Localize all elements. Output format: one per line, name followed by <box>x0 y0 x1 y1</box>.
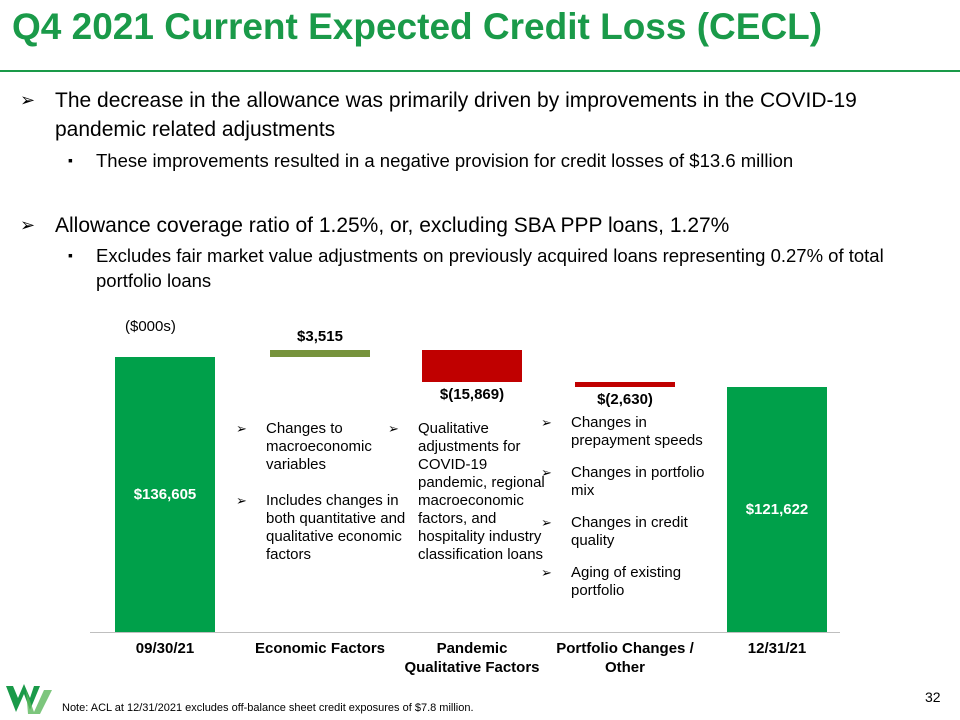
category-label: Portfolio Changes / Other <box>556 640 694 676</box>
value-label: $136,605 <box>133 485 197 503</box>
page-number: 32 <box>925 689 941 705</box>
annotation: Changes to macroeconomic variables <box>236 420 406 474</box>
logo <box>6 684 52 714</box>
value-label: $121,622 <box>745 500 809 518</box>
footnote: Note: ACL at 12/31/2021 excludes off-bal… <box>62 702 474 714</box>
bar <box>575 381 675 388</box>
unit-label: ($000s) <box>125 318 176 335</box>
category-label: Pandemic Qualitative Factors <box>404 640 540 676</box>
category-label: Economic Factors <box>254 640 386 657</box>
title-rule <box>0 70 960 72</box>
category-label: 12/31/21 <box>747 640 807 657</box>
annotation: Includes changes in both quantitative an… <box>236 492 406 564</box>
bar <box>115 357 215 632</box>
value-label: $(2,630) <box>597 391 653 409</box>
bullet: Allowance coverage ratio of 1.25%, or, e… <box>20 211 935 240</box>
annotation: Changes in credit quality <box>541 514 711 550</box>
value-label: $3,515 <box>297 328 343 345</box>
sub-bullet: These improvements resulted in a negativ… <box>68 148 946 173</box>
bar <box>270 350 370 358</box>
baseline <box>90 632 840 633</box>
annotation: Changes in portfolio mix <box>541 464 711 500</box>
waterfall-chart: $136,605 09/30/21 $3,515 Economic Factors Ch… <box>0 300 960 690</box>
slide-title: Q4 2021 Current Expected Credit Loss (CE… <box>12 6 823 47</box>
annotation: Aging of existing portfolio <box>541 564 711 600</box>
bar <box>422 350 522 382</box>
value-label: $(15,869) <box>439 385 505 403</box>
sub-bullet: Excludes fair market value adjustments o… <box>68 243 946 293</box>
annotation: Qualitative adjustments for COVID-19 pan… <box>388 420 558 564</box>
bullet: The decrease in the allowance was primar… <box>20 86 935 144</box>
annotation: Changes in prepayment speeds <box>541 414 711 450</box>
bar <box>727 387 827 632</box>
category-label: 09/30/21 <box>135 640 195 657</box>
